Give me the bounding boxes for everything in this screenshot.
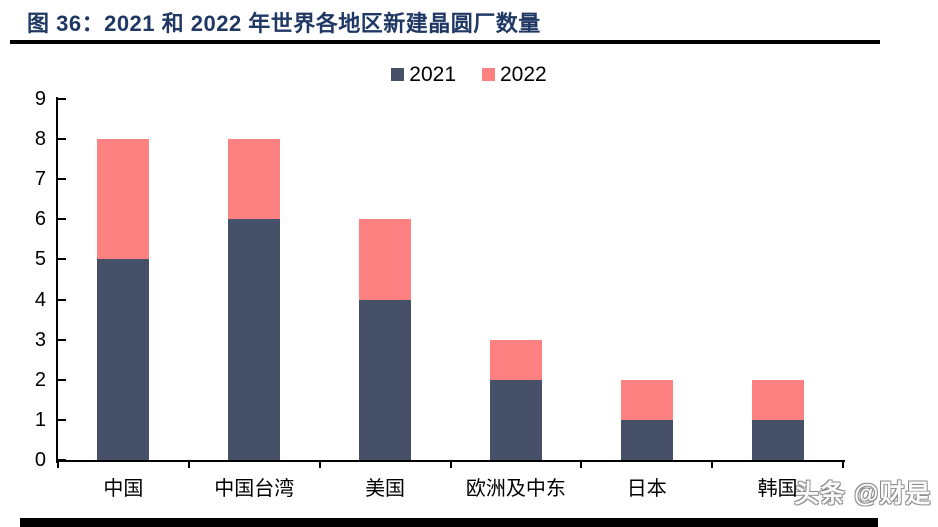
y-tick-label-3: 3 (34, 328, 46, 351)
y-axis-line (56, 97, 58, 463)
legend-swatch-2022 (482, 68, 495, 81)
legend-swatch-2021 (391, 68, 405, 81)
bar-segment-2021-中国 (97, 259, 150, 460)
bar-segment-2021-美国 (359, 299, 412, 460)
bar-segment-2022-中国 (97, 139, 150, 260)
y-tick-label-2: 2 (34, 368, 46, 391)
y-tick-mark-3 (58, 338, 66, 341)
bar-segment-2022-欧洲及中东 (489, 339, 542, 380)
x-category-label-日本: 日本 (626, 478, 667, 500)
y-tick-mark-9 (58, 98, 66, 100)
y-tick-mark-8 (58, 138, 66, 141)
x-tick-mark-6 (842, 460, 844, 468)
bar-segment-2021-韩国 (751, 419, 804, 460)
x-category-label-美国: 美国 (365, 478, 406, 500)
x-tick-mark-4 (580, 460, 583, 468)
x-category-label-中国: 中国 (103, 478, 144, 500)
y-tick-mark-2 (58, 378, 66, 381)
y-tick-label-9: 9 (34, 88, 46, 110)
toutiao-watermark: 头条 @财是 (794, 480, 932, 508)
y-tick-label-5: 5 (34, 248, 46, 271)
y-tick-mark-7 (58, 178, 66, 181)
x-category-label-欧洲及中东: 欧洲及中东 (465, 478, 566, 500)
y-tick-label-8: 8 (34, 128, 46, 151)
y-tick-label-6: 6 (34, 208, 46, 231)
y-tick-label-1: 1 (34, 408, 46, 431)
bar-segment-2022-日本 (620, 379, 673, 420)
bar-segment-2021-中国台湾 (228, 219, 281, 460)
x-tick-mark-3 (449, 460, 452, 468)
y-tick-label-4: 4 (34, 288, 46, 311)
x-tick-mark-1 (187, 460, 190, 468)
x-tick-mark-0 (57, 460, 59, 468)
bar-segment-2021-日本 (620, 419, 673, 460)
y-tick-mark-5 (58, 258, 66, 261)
y-tick-mark-0 (58, 459, 66, 461)
title-rule (10, 40, 880, 44)
x-category-label-韩国: 韩国 (757, 478, 798, 500)
chart-legend: 2021 2022 (0, 64, 938, 85)
x-category-label-中国台湾: 中国台湾 (214, 478, 295, 500)
y-tick-mark-4 (58, 298, 66, 301)
bar-segment-2022-美国 (359, 219, 412, 300)
bottom-rule (20, 518, 878, 527)
legend-item: 2022 (482, 64, 547, 85)
y-tick-label-7: 7 (34, 168, 46, 191)
y-tick-mark-1 (58, 418, 66, 421)
figure-title: 图 36：2021 和 2022 年世界各地区新建晶圆厂数量 (27, 11, 541, 36)
x-tick-mark-5 (711, 460, 714, 468)
legend-label-2021: 2021 (409, 63, 456, 86)
x-tick-mark-2 (318, 460, 321, 468)
legend-item: 2021 (391, 64, 456, 85)
legend-label-2022: 2022 (500, 63, 547, 86)
bar-segment-2021-欧洲及中东 (489, 379, 542, 460)
bar-segment-2022-中国台湾 (228, 139, 281, 220)
bar-segment-2022-韩国 (751, 379, 804, 420)
y-tick-label-0: 0 (34, 449, 46, 471)
y-tick-mark-6 (58, 218, 66, 221)
